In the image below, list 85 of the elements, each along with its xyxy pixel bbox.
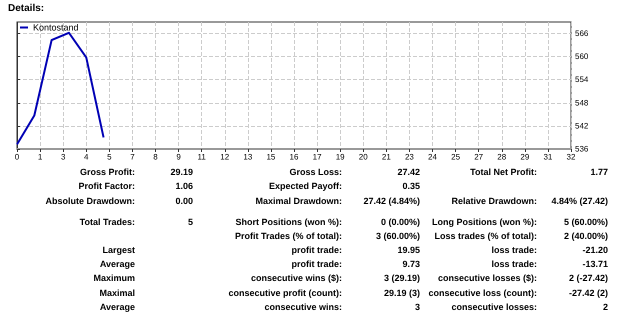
text: 29.19 (3) [384, 288, 420, 298]
text: Gross Loss: [289, 167, 342, 177]
x-tick-label: 31 [543, 152, 553, 162]
x-tick-label: 8 [153, 152, 158, 162]
x-tick-label: 20 [358, 152, 368, 162]
text: 9.73 [402, 259, 420, 269]
x-tick-label: 27 [474, 152, 484, 162]
text: 2 (-27.42) [568, 273, 608, 283]
text: Maximal Drawdown: [255, 196, 342, 206]
y-tick-label: 548 [575, 98, 589, 108]
x-tick-label: 3 [60, 152, 66, 162]
x-tick-label: 15 [266, 152, 276, 162]
x-tick-label: 5 [107, 152, 112, 162]
text: consecutive wins: [264, 302, 342, 312]
text: 27.42 (4.84%) [363, 196, 420, 206]
text: profit trade: [292, 245, 342, 255]
text: loss trade: [491, 245, 537, 255]
text: consecutive loss (count): [428, 288, 537, 298]
x-tick-label: 19 [336, 152, 346, 162]
x-tick-label: 4 [84, 152, 90, 162]
text: -13.71 [582, 259, 608, 269]
x-tick-label: 13 [243, 152, 253, 162]
text: Short Positions (won %): [236, 217, 342, 227]
x-tick-label: 16 [290, 152, 299, 162]
text: Profit Factor: [78, 181, 135, 191]
text: 5 [188, 217, 193, 227]
text: consecutive wins ($): [250, 273, 342, 283]
text: consecutive profit (count): [228, 288, 342, 298]
text: Average [100, 302, 135, 312]
text: Total Net Profit: [470, 167, 537, 177]
text: -27.42 (2) [568, 288, 608, 298]
text: Maximum [93, 273, 135, 283]
text: Average [100, 259, 135, 269]
x-tick-label: 7 [130, 152, 136, 162]
text: Relative Drawdown: [451, 196, 537, 206]
y-tick-label: 536 [575, 144, 589, 154]
x-tick-label: 32 [566, 152, 576, 162]
x-tick-label: 21 [382, 152, 392, 162]
x-tick-label: 12 [220, 152, 230, 162]
x-tick-label: 9 [176, 152, 182, 162]
text: Loss trades (% of total): [434, 231, 537, 241]
x-tick-label: 11 [198, 152, 206, 162]
x-tick-label: 17 [312, 152, 322, 162]
line-series [16, 32, 105, 146]
text: 5 (60.00%) [564, 217, 608, 227]
text: Maximal [99, 288, 135, 298]
text: profit trade: [292, 259, 342, 269]
x-tick-label: 25 [451, 152, 461, 162]
text: 3 (60.00%) [376, 231, 420, 241]
legend-label: Kontostand [33, 22, 79, 32]
text: consecutive losses ($): [438, 273, 537, 283]
y-tick-label: 542 [575, 121, 589, 130]
text: 0.35 [402, 181, 420, 191]
text: Long Positions (won %): [432, 217, 537, 227]
y-tick-label: 566 [575, 29, 589, 38]
text: Gross Profit: [80, 167, 135, 177]
text: 1.77 [590, 167, 608, 177]
y-tick-label: 554 [575, 75, 589, 84]
x-tick-label: 1 [38, 152, 43, 162]
text: loss trade: [491, 259, 537, 269]
text: -21.20 [582, 245, 608, 255]
text: consecutive losses: [451, 302, 537, 312]
text: 3 (29.19) [384, 273, 420, 283]
text: 1.06 [175, 181, 193, 191]
text: 4.84% (27.42) [551, 196, 608, 206]
y-tick-label: 560 [575, 52, 589, 62]
text: Largest [102, 245, 135, 255]
text: Profit Trades (% of total): [234, 231, 342, 241]
text: 29.19 [170, 167, 193, 177]
text: 0.00 [175, 196, 193, 206]
text: 2 [602, 302, 608, 312]
chart-title: Details: [8, 3, 44, 14]
text: Absolute Drawdown: [46, 196, 135, 206]
x-tick-label: 23 [404, 152, 414, 162]
text: 2 (40.00%) [564, 231, 608, 241]
x-tick-label: 28 [497, 152, 507, 162]
text: Total Trades: [80, 217, 135, 227]
text: 0 (0.00%) [380, 217, 420, 227]
text: 27.42 [397, 167, 420, 177]
x-tick-label: 29 [520, 152, 530, 162]
x-tick-label: 24 [428, 152, 438, 162]
x-tick-label: 0 [14, 152, 20, 162]
text: 19.95 [397, 245, 420, 255]
text: 3 [414, 302, 420, 312]
text: Expected Payoff: [268, 181, 342, 191]
